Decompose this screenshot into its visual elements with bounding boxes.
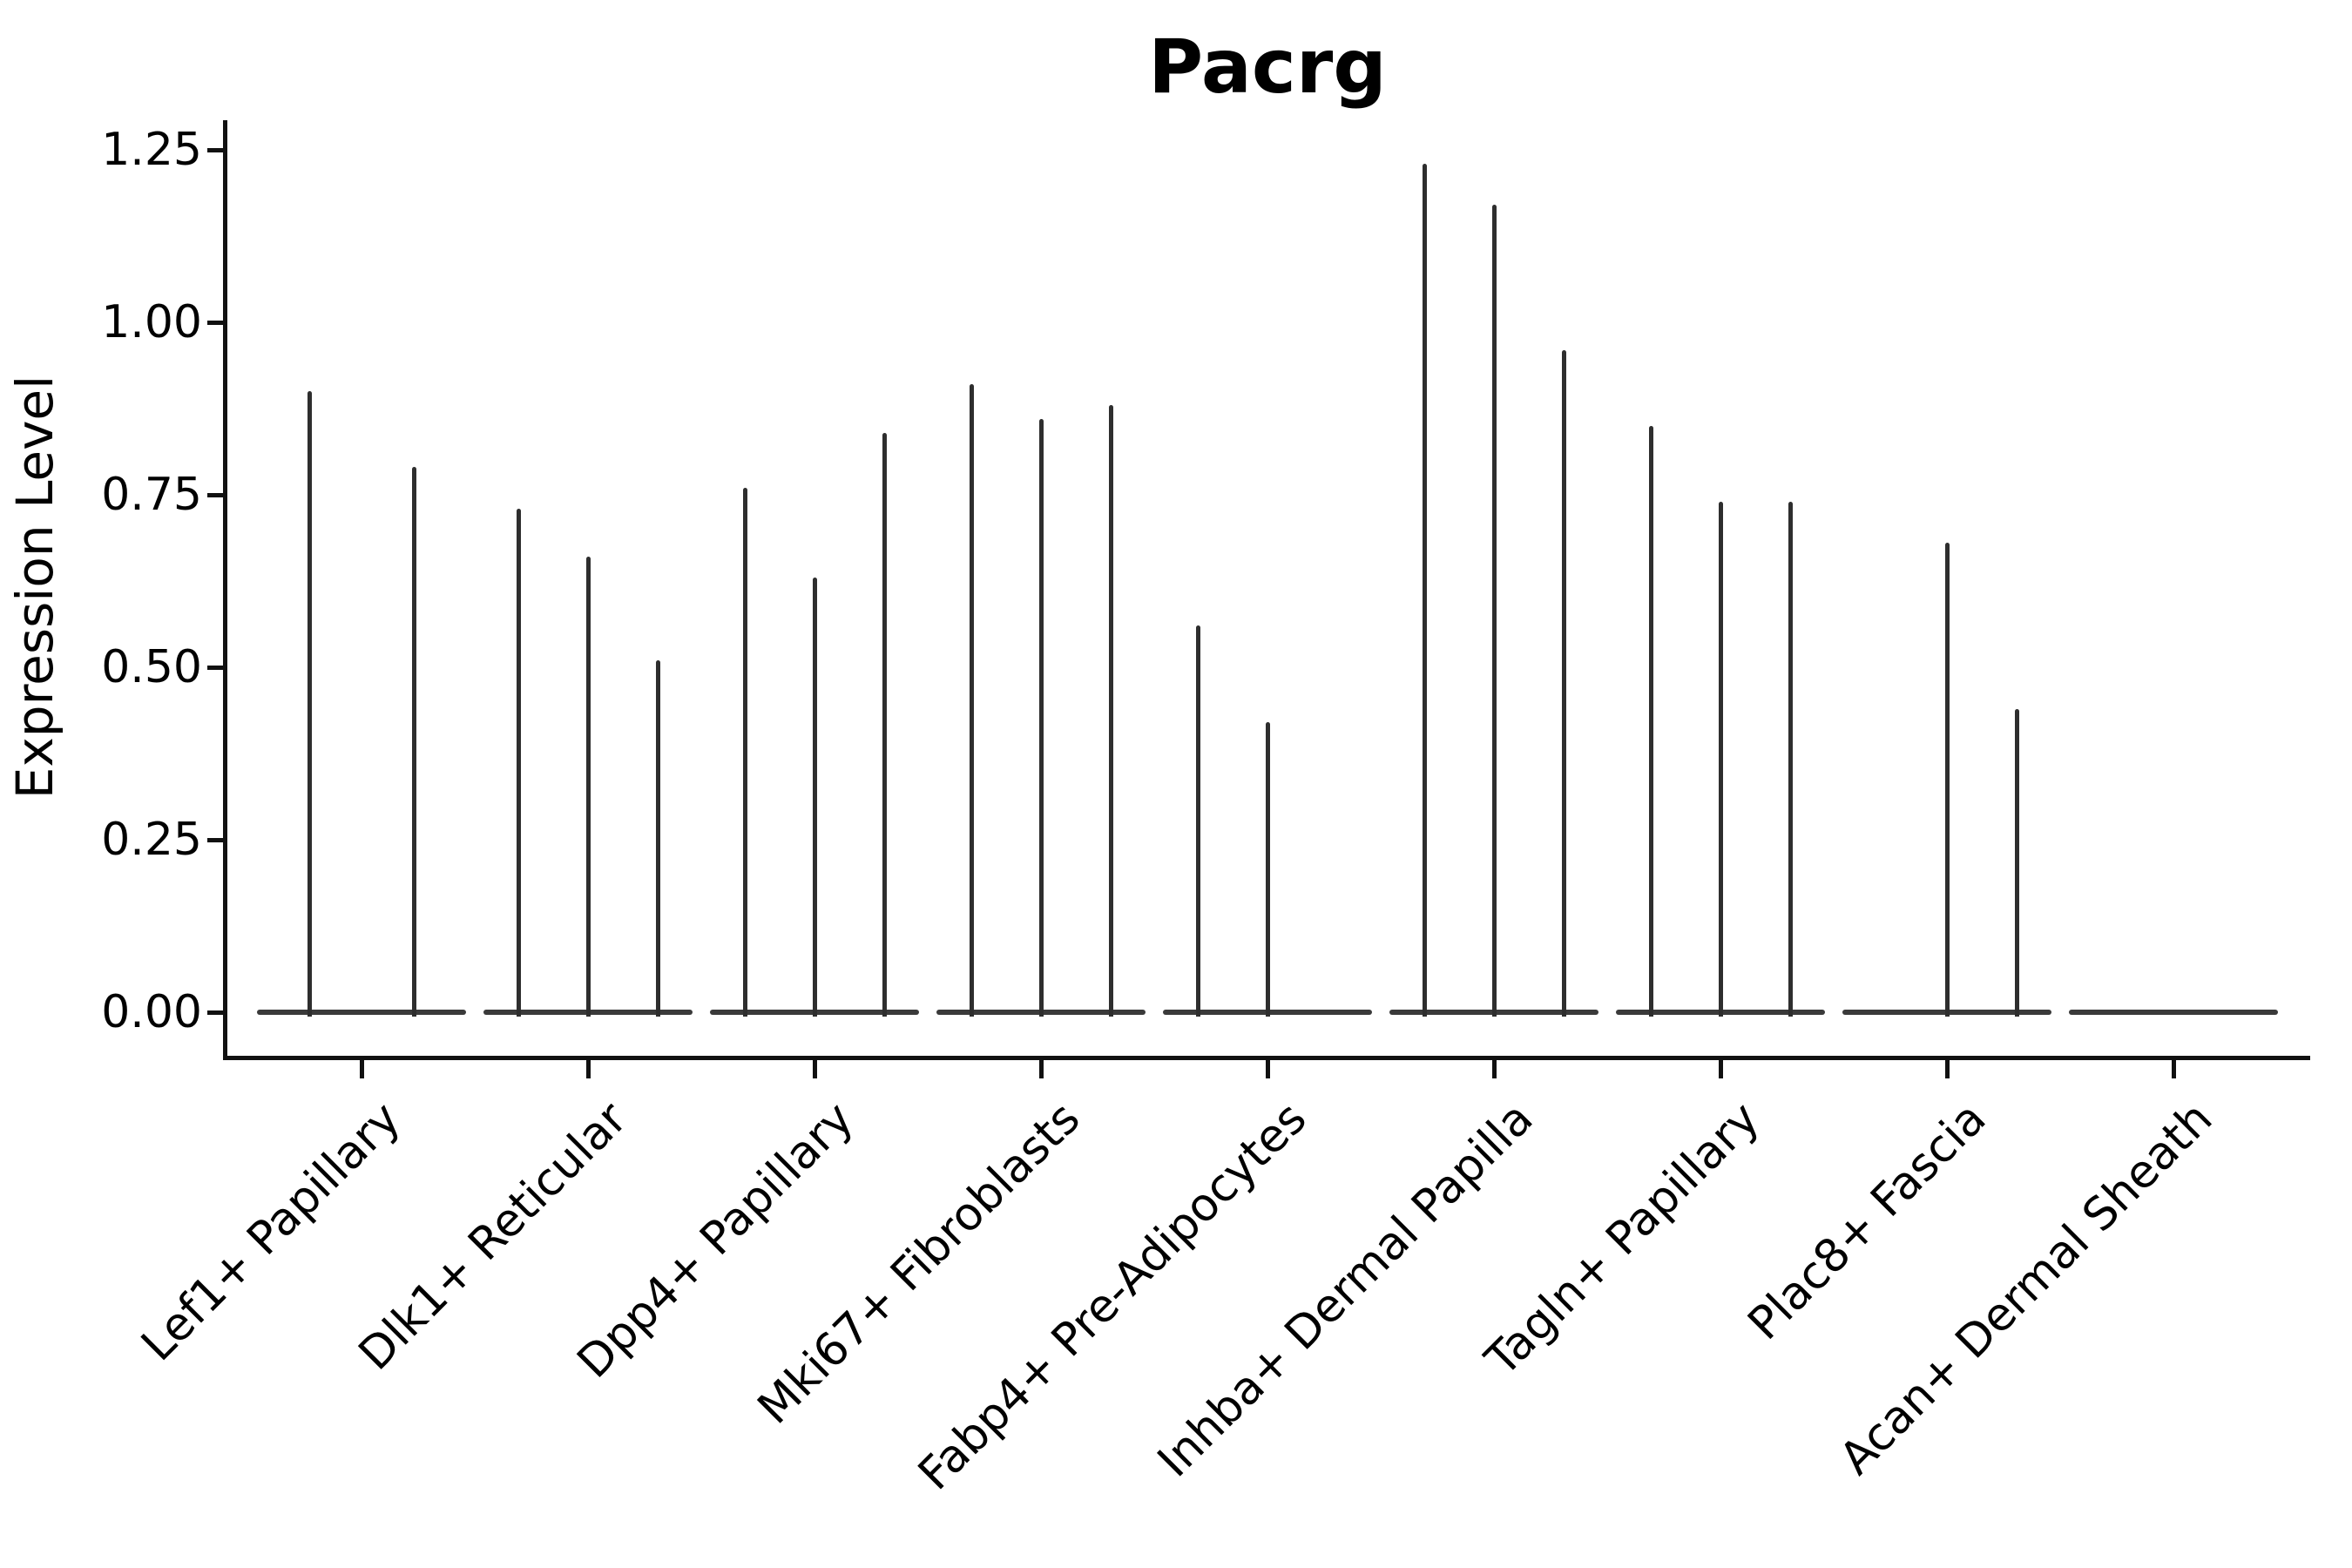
- y-tick-label: 0.75: [101, 469, 202, 521]
- y-tick-mark: [207, 837, 223, 842]
- x-tick-label: Acan+ Dermal Sheath: [1829, 1092, 2223, 1485]
- violin-spike: [742, 488, 747, 1017]
- violin-spike: [882, 432, 887, 1017]
- y-tick-mark: [207, 1010, 223, 1015]
- x-tick-mark: [2171, 1059, 2176, 1078]
- violin-spike: [969, 384, 974, 1017]
- violin-spike: [2014, 708, 2019, 1017]
- y-tick-mark: [207, 320, 223, 325]
- y-tick-label: 0.50: [101, 641, 202, 693]
- violin-baseline: [2069, 1010, 2278, 1015]
- x-tick-mark: [812, 1059, 817, 1078]
- violin-spike: [812, 578, 817, 1017]
- x-tick-mark: [1718, 1059, 1723, 1078]
- x-axis-spine: [223, 1056, 2310, 1060]
- x-tick-mark: [1944, 1059, 1950, 1078]
- y-tick-mark: [207, 492, 223, 497]
- y-tick-label: 1.00: [101, 296, 202, 348]
- violin-baseline: [257, 1010, 466, 1015]
- violin-spike: [307, 391, 312, 1017]
- y-tick-mark: [207, 665, 223, 670]
- violin-spike: [1038, 418, 1044, 1017]
- violin-spike: [585, 557, 591, 1017]
- violin-spike: [1648, 425, 1653, 1017]
- violin-spike: [411, 467, 416, 1017]
- chart-title: Pacrg: [1148, 24, 1387, 111]
- x-tick-label: Fabp4+ Pre-Adipocytes: [909, 1092, 1317, 1501]
- violin-spike: [516, 508, 521, 1017]
- y-tick-mark: [207, 147, 223, 152]
- y-axis-spine: [223, 120, 227, 1059]
- violin-spike: [1944, 543, 1950, 1017]
- x-tick-label: Plac8+ Fascia: [1738, 1092, 1997, 1350]
- violin-spike: [1718, 501, 1723, 1017]
- y-tick-label: 0.25: [101, 814, 202, 866]
- x-tick-label: Inhba+ Dermal Papilla: [1147, 1092, 1544, 1488]
- y-tick-label: 1.25: [101, 124, 202, 176]
- x-tick-mark: [1265, 1059, 1270, 1078]
- y-axis-label: Expression Level: [5, 375, 64, 800]
- y-tick-label: 0.00: [101, 986, 202, 1038]
- violin-spike: [1788, 501, 1793, 1017]
- violin-spike: [1195, 625, 1200, 1017]
- violin-spike: [1491, 205, 1497, 1017]
- x-tick-mark: [1038, 1059, 1044, 1078]
- violin-spike: [1422, 163, 1427, 1017]
- x-tick-mark: [1491, 1059, 1497, 1078]
- violin-spike: [1265, 722, 1270, 1017]
- x-tick-mark: [359, 1059, 364, 1078]
- violin-spike: [1561, 349, 1566, 1017]
- violin-spike: [655, 660, 660, 1017]
- x-tick-mark: [585, 1059, 591, 1078]
- violin-spike: [1108, 405, 1113, 1017]
